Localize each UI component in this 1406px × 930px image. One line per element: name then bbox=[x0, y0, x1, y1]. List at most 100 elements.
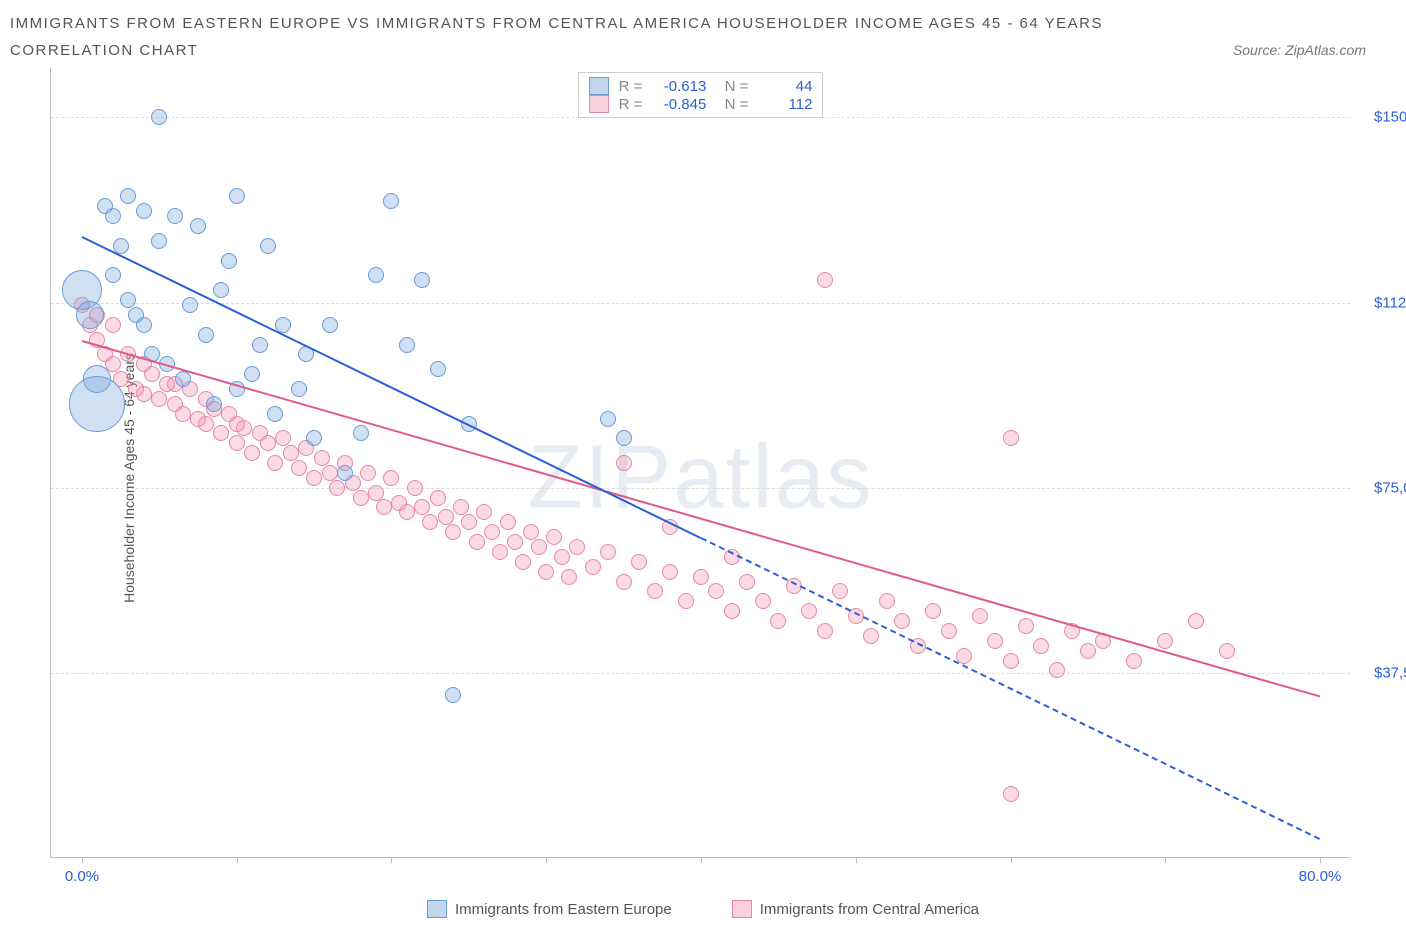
data-point bbox=[469, 534, 485, 550]
x-tick-mark bbox=[1011, 857, 1012, 863]
data-point bbox=[631, 554, 647, 570]
data-point bbox=[724, 603, 740, 619]
data-point bbox=[894, 613, 910, 629]
data-point bbox=[105, 317, 121, 333]
data-point bbox=[244, 445, 260, 461]
series-legend: Immigrants from Eastern Europe Immigrants… bbox=[50, 900, 1356, 918]
data-point bbox=[407, 480, 423, 496]
data-point bbox=[190, 218, 206, 234]
x-tick-mark bbox=[856, 857, 857, 863]
data-point bbox=[492, 544, 508, 560]
data-point bbox=[1003, 430, 1019, 446]
data-point bbox=[136, 203, 152, 219]
data-point bbox=[422, 514, 438, 530]
data-point bbox=[616, 574, 632, 590]
data-point bbox=[693, 569, 709, 585]
legend-label: Immigrants from Eastern Europe bbox=[455, 901, 672, 918]
legend-n-value: 44 bbox=[758, 78, 812, 95]
data-point bbox=[941, 623, 957, 639]
data-point bbox=[1157, 633, 1173, 649]
data-point bbox=[414, 499, 430, 515]
data-point bbox=[678, 593, 694, 609]
data-point bbox=[353, 490, 369, 506]
legend-r-value: -0.613 bbox=[652, 78, 706, 95]
data-point bbox=[925, 603, 941, 619]
gridline bbox=[51, 488, 1350, 489]
legend-swatch bbox=[732, 900, 752, 918]
y-tick-label: $37,500 bbox=[1356, 664, 1406, 681]
data-point bbox=[1003, 786, 1019, 802]
data-point bbox=[383, 193, 399, 209]
data-point bbox=[647, 583, 663, 599]
source-label: Source: ZipAtlas.com bbox=[1233, 42, 1396, 58]
data-point bbox=[1033, 638, 1049, 654]
data-point bbox=[360, 465, 376, 481]
data-point bbox=[1049, 662, 1065, 678]
legend-swatch bbox=[589, 95, 609, 113]
x-tick-mark bbox=[546, 857, 547, 863]
data-point bbox=[120, 188, 136, 204]
data-point bbox=[569, 539, 585, 555]
gridline bbox=[51, 303, 1350, 304]
data-point bbox=[198, 327, 214, 343]
data-point bbox=[291, 460, 307, 476]
legend-swatch bbox=[427, 900, 447, 918]
data-point bbox=[817, 623, 833, 639]
data-point bbox=[213, 282, 229, 298]
gridline bbox=[51, 673, 1350, 674]
data-point bbox=[832, 583, 848, 599]
legend-n-value: 112 bbox=[758, 96, 812, 113]
data-point bbox=[801, 603, 817, 619]
chart-subtitle: CORRELATION CHART bbox=[10, 37, 198, 64]
data-point bbox=[175, 371, 191, 387]
data-point bbox=[275, 430, 291, 446]
y-tick-label: $150,000 bbox=[1356, 109, 1406, 126]
x-tick-mark bbox=[701, 857, 702, 863]
data-point bbox=[972, 608, 988, 624]
data-point bbox=[1219, 643, 1235, 659]
data-point bbox=[198, 416, 214, 432]
data-point bbox=[213, 425, 229, 441]
data-point bbox=[739, 574, 755, 590]
data-point bbox=[151, 233, 167, 249]
x-tick-mark bbox=[82, 857, 83, 863]
data-point bbox=[1188, 613, 1204, 629]
data-point bbox=[554, 549, 570, 565]
data-point bbox=[755, 593, 771, 609]
data-point bbox=[314, 450, 330, 466]
data-point bbox=[260, 238, 276, 254]
legend-label: Immigrants from Central America bbox=[760, 901, 979, 918]
data-point bbox=[531, 539, 547, 555]
x-tick-mark bbox=[1320, 857, 1321, 863]
chart-title: IMMIGRANTS FROM EASTERN EUROPE VS IMMIGR… bbox=[10, 10, 1396, 37]
data-point bbox=[863, 628, 879, 644]
x-tick-mark bbox=[391, 857, 392, 863]
data-point bbox=[1080, 643, 1096, 659]
data-point bbox=[445, 687, 461, 703]
data-point bbox=[585, 559, 601, 575]
data-point bbox=[167, 208, 183, 224]
data-point bbox=[430, 490, 446, 506]
data-point bbox=[662, 564, 678, 580]
data-point bbox=[476, 504, 492, 520]
data-point bbox=[229, 188, 245, 204]
data-point bbox=[236, 420, 252, 436]
data-point bbox=[182, 297, 198, 313]
data-point bbox=[399, 337, 415, 353]
data-point bbox=[267, 406, 283, 422]
data-point bbox=[136, 386, 152, 402]
trend-line bbox=[82, 340, 1321, 697]
legend-n-label: N = bbox=[716, 78, 748, 95]
data-point bbox=[987, 633, 1003, 649]
data-point bbox=[1018, 618, 1034, 634]
x-tick-label: 0.0% bbox=[65, 868, 99, 885]
data-point bbox=[368, 267, 384, 283]
data-point bbox=[484, 524, 500, 540]
data-point bbox=[306, 430, 322, 446]
data-point bbox=[322, 465, 338, 481]
data-point bbox=[956, 648, 972, 664]
data-point bbox=[267, 455, 283, 471]
plot-area: ZIPatlas R =-0.613 N =44R =-0.845 N =112… bbox=[50, 68, 1350, 858]
x-tick-mark bbox=[1165, 857, 1166, 863]
data-point bbox=[206, 396, 222, 412]
